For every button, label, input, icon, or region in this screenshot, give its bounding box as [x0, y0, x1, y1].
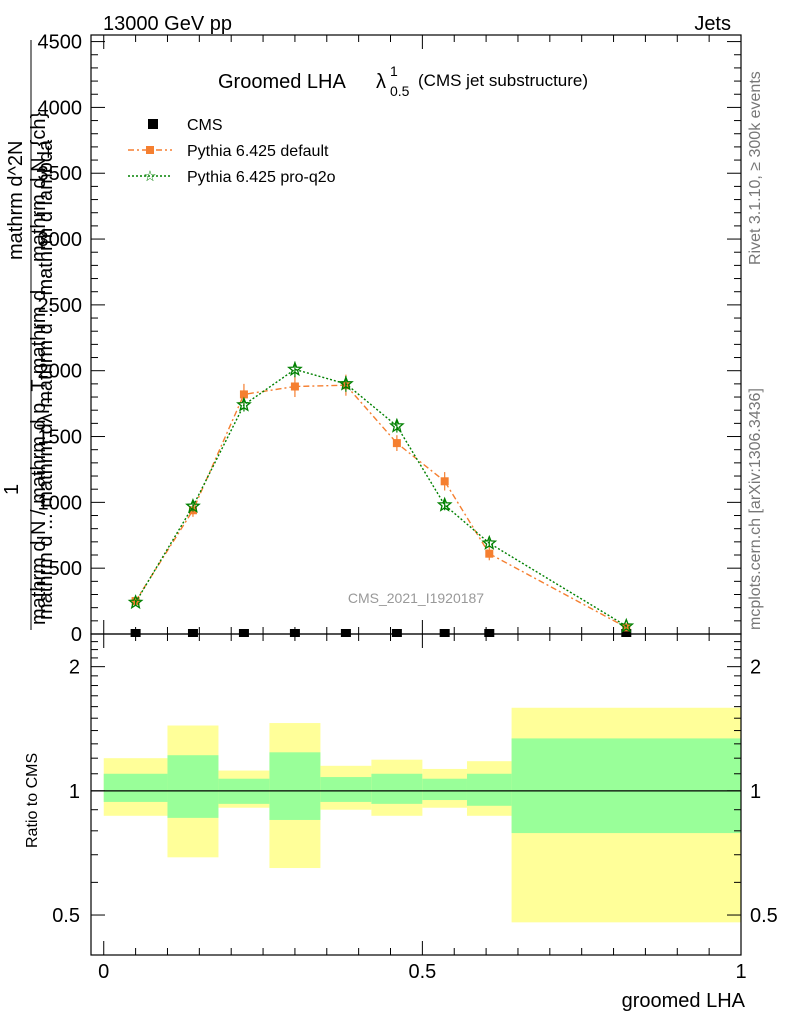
y-tick-label-2: 1000 — [38, 492, 83, 514]
y-tick-label-4: 2000 — [38, 361, 83, 383]
y-label-bottom: mathrm d N / mathrm d p_T mathrm d ... m… — [28, 112, 50, 625]
ratio-band-green-6 — [422, 778, 467, 801]
ratio-tick-label-right-0: 0.5 — [750, 905, 778, 927]
proq2o-point-6 — [436, 496, 453, 512]
x-axis-label: groomed LHA — [622, 990, 746, 1012]
ratio-tick-label-left-2: 2 — [69, 657, 80, 679]
proq2o-point-7 — [481, 534, 498, 550]
y-tick-label-9: 4500 — [38, 32, 83, 54]
legend-label-proq2o: Pythia 6.425 pro-q2o — [187, 169, 336, 186]
title-sup: 1 — [390, 63, 398, 79]
proq2o-point-8 — [618, 617, 635, 633]
ratio-tick-label-left-0: 0.5 — [52, 905, 80, 927]
title-main: Groomed LHA — [218, 71, 346, 93]
cms-point-0 — [130, 629, 141, 637]
legend-label-cms: CMS — [187, 117, 223, 134]
ratio-band-green-3 — [269, 752, 321, 820]
ratio-band-green-0 — [103, 773, 168, 802]
legend-label-default: Pythia 6.425 default — [187, 143, 329, 160]
rivet-label: Rivet 3.1.10, ≥ 300k events — [747, 71, 764, 265]
y-tick-label-5: 2500 — [38, 295, 83, 317]
y-tick-label-3: 1500 — [38, 427, 83, 449]
x-tick-label-1: 0.5 — [408, 961, 436, 983]
x-tick-label-2: 1 — [735, 961, 746, 983]
proq2o-point-5 — [388, 417, 405, 433]
y-tick-label-0: 0 — [71, 624, 82, 646]
proq2o-point-0 — [127, 594, 144, 610]
legend-marker-proq2o: ☆ — [143, 168, 156, 185]
title-lambda: λ — [376, 71, 386, 93]
y-tick-label-8: 4000 — [38, 97, 83, 119]
y-tick-label-1: 500 — [49, 558, 82, 580]
title-paren: (CMS jet substructure) — [418, 71, 588, 90]
ratio-band-green-1 — [167, 755, 219, 818]
default-point-3 — [290, 382, 299, 391]
proq2o-point-2 — [236, 396, 252, 412]
y-label-top-den: mathrm d ... mathrm dλ mathrm d ... math… — [35, 139, 57, 620]
ratio-plot-panel — [90, 633, 742, 956]
cms-point-7 — [484, 629, 495, 637]
proq2o-point-3 — [287, 361, 303, 377]
ratio-band-green-5 — [371, 773, 423, 804]
legend-marker-default — [146, 146, 154, 154]
cms-point-3 — [289, 629, 300, 637]
proq2o-point-4 — [338, 375, 354, 391]
default-point-6 — [440, 477, 449, 486]
y-label-one: 1 — [1, 484, 23, 495]
default-point-2 — [239, 390, 248, 399]
ratio-y-label: Ratio to CMS — [24, 753, 41, 848]
ratio-band-green-8 — [511, 738, 741, 834]
header-left: 13000 GeV pp — [103, 13, 232, 35]
y-tick-label-7: 3500 — [38, 163, 83, 185]
ratio-tick-label-right-1: 1 — [750, 781, 761, 803]
y-tick-label-6: 3000 — [38, 229, 83, 251]
mcplots-label: mcplots.cern.ch [arXiv:1306.3436] — [747, 388, 764, 630]
cms-point-5 — [391, 629, 402, 637]
x-tick-label-0: 0 — [98, 961, 109, 983]
y-label-top-num: mathrm d^2N — [5, 141, 27, 260]
title-sub: 0.5 — [390, 83, 410, 99]
y-axis-label: mathrm d^2N mathrm d ... mathrm dλ mathr… — [1, 40, 57, 630]
cms-point-4 — [340, 629, 351, 637]
cms-point-2 — [238, 629, 249, 637]
legend: CMS Pythia 6.425 default ☆ Pythia 6.425 … — [128, 117, 336, 186]
cms-point-6 — [439, 629, 450, 637]
proq2o-point-1 — [185, 498, 201, 514]
analysis-watermark: CMS_2021_I1920187 — [348, 590, 484, 606]
default-point-5 — [392, 439, 401, 448]
header-right: Jets — [694, 13, 731, 35]
plot-title: Groomed LHA λ 1 0.5 (CMS jet substructur… — [218, 63, 588, 99]
ratio-tick-label-left-1: 1 — [69, 781, 80, 803]
default-point-7 — [485, 549, 494, 558]
ratio-tick-label-right-2: 2 — [750, 657, 761, 679]
ratio-band-green-4 — [320, 777, 372, 802]
ratio-band-green-7 — [466, 773, 512, 806]
cms-point-8 — [621, 629, 632, 637]
legend-marker-cms — [148, 119, 158, 129]
cms-point-1 — [187, 629, 198, 637]
